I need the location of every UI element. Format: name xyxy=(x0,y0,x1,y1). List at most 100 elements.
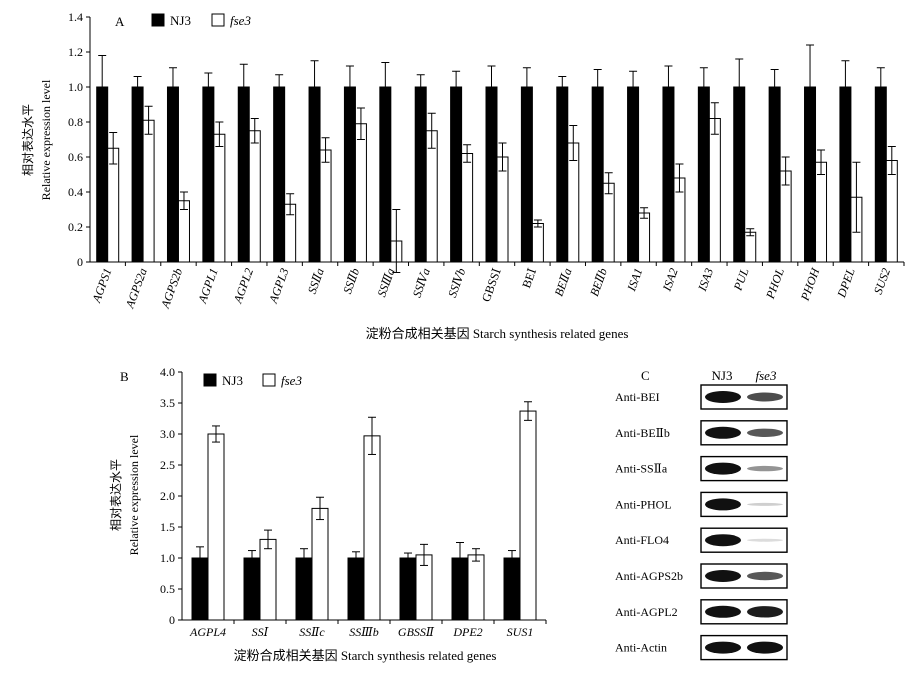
bar-nj3 xyxy=(450,86,463,263)
y-tick-label: 3.0 xyxy=(160,427,175,441)
blot-band-fse3 xyxy=(747,641,783,654)
blot-band-fse3 xyxy=(747,606,783,618)
blot-row-label: Anti-Actin xyxy=(615,641,667,655)
bar-fse3 xyxy=(519,410,537,621)
blot-band-nj3 xyxy=(705,462,741,475)
blot-band-fse3 xyxy=(747,571,783,581)
panel-a-ylabel-cn: 相对表达水平 xyxy=(21,104,35,176)
blot-row-label: Anti-PHOL xyxy=(615,497,672,511)
panel-a-ylabel: Relative expression level xyxy=(39,79,53,200)
panel-a-chart: A 相对表达水平 Relative expression level 淀粉合成相… xyxy=(21,10,905,341)
x-tick-label: AGPS1 xyxy=(89,266,115,305)
x-tick-label: DPE2 xyxy=(452,625,482,639)
x-tick-label: ISA1 xyxy=(624,266,645,294)
panel-b-chart: B 相对表达水平 Relative expression level 淀粉合成相… xyxy=(109,365,547,663)
y-tick-label: 0.5 xyxy=(160,582,175,596)
x-tick-label: SSⅢb xyxy=(349,625,379,639)
bar-fse3 xyxy=(319,149,332,263)
y-tick-label: 1.2 xyxy=(68,45,83,59)
panel-c-western-blot: C NJ3 fse3 Anti-BEI Anti-BEⅡb Anti-SSⅡa Ant… xyxy=(615,368,788,661)
x-tick-label: BEⅡb xyxy=(587,266,610,298)
x-tick-label: DPEL xyxy=(834,266,858,300)
blot-row-label: Anti-AGPL2 xyxy=(615,605,678,619)
bar-fse3 xyxy=(531,223,544,263)
blot-band-fse3 xyxy=(747,428,783,437)
bar-fse3 xyxy=(638,212,651,263)
bar-nj3 xyxy=(485,86,498,263)
legend-swatch-nj3 xyxy=(151,13,165,27)
panel-b-ylabel-cn: 相对表达水平 xyxy=(109,459,123,531)
y-tick-label: 0.6 xyxy=(68,150,83,164)
bar-fse3 xyxy=(213,133,226,263)
x-tick-label: BEⅡa xyxy=(552,266,575,298)
legend-label-nj3: NJ3 xyxy=(222,373,243,388)
bar-nj3 xyxy=(202,86,215,263)
bar-nj3 xyxy=(343,86,356,263)
x-tick-label: PHOH xyxy=(797,265,822,303)
x-tick-label: GBSSⅠ xyxy=(479,266,504,304)
x-tick-label: AGPL3 xyxy=(266,266,292,306)
x-tick-label: PUL xyxy=(730,266,751,293)
y-tick-label: 1.4 xyxy=(68,10,83,24)
blot-band-nj3 xyxy=(705,498,741,511)
panel-b-ylabel: Relative expression level xyxy=(127,434,141,555)
bar-nj3 xyxy=(399,557,417,621)
bar-fse3 xyxy=(815,161,828,263)
panel-b-label: B xyxy=(120,369,129,384)
y-tick-label: 0.2 xyxy=(68,220,83,234)
blot-row-label: Anti-BEⅡb xyxy=(615,426,670,440)
bar-nj3 xyxy=(243,557,261,621)
x-tick-label: SSⅢa xyxy=(374,266,397,299)
x-tick-label: ISA2 xyxy=(659,266,680,294)
bar-fse3 xyxy=(602,182,615,263)
y-tick-label: 1.5 xyxy=(160,520,175,534)
y-tick-label: 0 xyxy=(169,613,175,627)
bar-fse3 xyxy=(708,118,721,263)
bar-fse3 xyxy=(354,123,367,263)
bar-nj3 xyxy=(347,557,365,621)
x-tick-label: ISA3 xyxy=(695,266,716,294)
bar-nj3 xyxy=(166,86,179,263)
bar-nj3 xyxy=(874,86,887,263)
blot-band-nj3 xyxy=(705,641,741,654)
bar-nj3 xyxy=(237,86,250,263)
x-tick-label: SUS2 xyxy=(871,266,893,296)
y-tick-label: 0.8 xyxy=(68,115,83,129)
x-tick-label: SSⅣb xyxy=(445,266,468,299)
x-tick-label: BEⅠ xyxy=(519,266,539,290)
x-tick-label: AGPL4 xyxy=(189,625,226,639)
x-tick-label: SUS1 xyxy=(507,625,534,639)
panel-b-legend: NJ3 fse3 xyxy=(203,373,302,388)
panel-b-xlabel: 淀粉合成相关基因 Starch synthesis related genes xyxy=(234,648,497,663)
blot-col-nj3: NJ3 xyxy=(712,368,733,383)
blot-band-nj3 xyxy=(705,391,741,403)
blot-band-fse3 xyxy=(747,465,783,472)
blot-row-label: Anti-AGPS2b xyxy=(615,569,683,583)
bar-nj3 xyxy=(591,86,604,263)
bar-nj3 xyxy=(414,86,427,263)
bar-nj3 xyxy=(627,86,640,263)
bar-fse3 xyxy=(311,507,329,621)
y-tick-label: 4.0 xyxy=(160,365,175,379)
x-tick-label: SSⅡc xyxy=(299,625,325,639)
bar-fse3 xyxy=(363,435,381,621)
legend-label-fse3: fse3 xyxy=(230,13,251,28)
legend-label-nj3: NJ3 xyxy=(170,13,191,28)
y-tick-label: 2.5 xyxy=(160,458,175,472)
bar-fse3 xyxy=(107,147,120,263)
x-tick-label: PHOL xyxy=(763,266,787,301)
blot-row-label: Anti-SSⅡa xyxy=(615,462,668,476)
blot-band-nj3 xyxy=(705,605,741,618)
bar-nj3 xyxy=(520,86,533,263)
bar-nj3 xyxy=(273,86,286,263)
y-tick-label: 0.4 xyxy=(68,185,83,199)
x-tick-label: SSⅣa xyxy=(410,266,433,299)
blot-band-fse3 xyxy=(747,502,783,506)
bar-nj3 xyxy=(697,86,710,263)
panel-c-label: C xyxy=(641,368,650,383)
y-tick-label: 2.0 xyxy=(160,489,175,503)
x-tick-label: SSⅡb xyxy=(340,266,362,295)
bar-fse3 xyxy=(425,130,438,263)
bar-fse3 xyxy=(248,130,261,263)
y-tick-label: 1.0 xyxy=(160,551,175,565)
